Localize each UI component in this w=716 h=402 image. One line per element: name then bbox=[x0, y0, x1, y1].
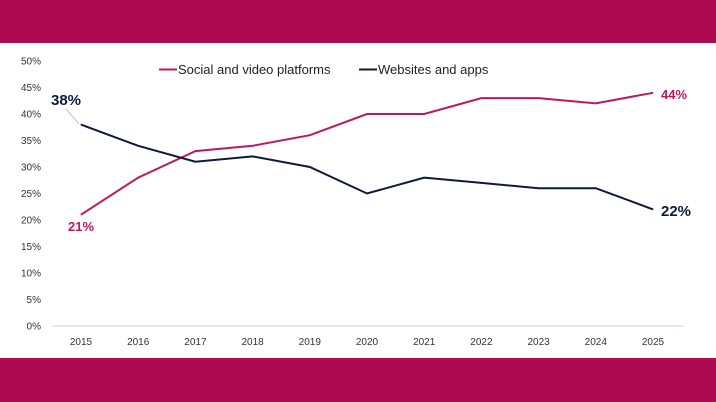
y-tick-label: 5% bbox=[27, 295, 42, 306]
data-point bbox=[480, 97, 482, 99]
data-point bbox=[366, 113, 368, 115]
data-point bbox=[423, 177, 425, 179]
x-tick-label: 2025 bbox=[642, 337, 665, 348]
data-point bbox=[252, 155, 254, 157]
x-tick-label: 2017 bbox=[184, 337, 207, 348]
websites-end-label: 22% bbox=[661, 203, 691, 220]
x-tick-label: 2020 bbox=[356, 337, 379, 348]
x-tick-label: 2018 bbox=[241, 337, 264, 348]
x-tick-label: 2019 bbox=[299, 337, 322, 348]
y-tick-label: 45% bbox=[21, 83, 41, 94]
data-point bbox=[80, 214, 82, 216]
data-point bbox=[480, 182, 482, 184]
legend-label-websites: Websites and apps bbox=[378, 62, 489, 77]
y-tick-label: 20% bbox=[21, 216, 41, 227]
y-tick-label: 10% bbox=[21, 269, 41, 280]
series-line-1 bbox=[80, 123, 654, 211]
data-point bbox=[80, 124, 82, 126]
data-point bbox=[252, 145, 254, 147]
legend-label-social: Social and video platforms bbox=[178, 62, 331, 77]
x-tick-label: 2024 bbox=[585, 337, 608, 348]
x-tick-label: 2023 bbox=[527, 337, 550, 348]
data-point bbox=[137, 177, 139, 179]
y-tick-label: 25% bbox=[21, 189, 41, 200]
x-tick-label: 2015 bbox=[70, 337, 93, 348]
data-point bbox=[423, 113, 425, 115]
y-tick-label: 15% bbox=[21, 242, 41, 253]
data-point bbox=[194, 150, 196, 152]
data-point bbox=[652, 208, 654, 210]
data-point bbox=[538, 187, 540, 189]
y-tick-label: 0% bbox=[27, 322, 42, 333]
y-tick-label: 40% bbox=[21, 110, 41, 121]
websites-start-label: 38% bbox=[51, 92, 81, 109]
data-point bbox=[595, 102, 597, 104]
data-point bbox=[595, 187, 597, 189]
x-tick-label: 2022 bbox=[470, 337, 493, 348]
top-banner bbox=[0, 0, 716, 43]
x-tick-label: 2021 bbox=[413, 337, 436, 348]
social-start-label: 21% bbox=[68, 219, 94, 234]
data-point bbox=[309, 134, 311, 136]
data-point bbox=[194, 161, 196, 163]
data-point bbox=[652, 92, 654, 94]
data-point bbox=[538, 97, 540, 99]
data-point bbox=[309, 166, 311, 168]
x-tick-label: 2016 bbox=[127, 337, 150, 348]
social-end-label: 44% bbox=[661, 87, 687, 102]
y-tick-label: 50% bbox=[21, 57, 41, 68]
data-point bbox=[137, 145, 139, 147]
bottom-banner bbox=[0, 358, 716, 402]
y-tick-label: 35% bbox=[21, 136, 41, 147]
data-point bbox=[366, 193, 368, 194]
leader-line bbox=[65, 108, 80, 125]
y-tick-label: 30% bbox=[21, 163, 41, 174]
